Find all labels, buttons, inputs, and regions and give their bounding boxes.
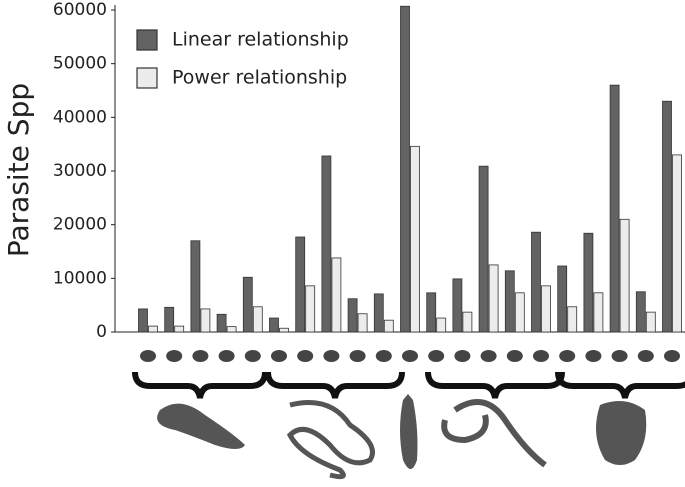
host-icon	[271, 350, 287, 362]
brace	[265, 371, 405, 399]
host-icon	[192, 350, 209, 362]
host-icon	[375, 350, 392, 362]
parasite-icon	[596, 401, 647, 465]
bar	[321, 155, 332, 333]
host-icon	[480, 350, 497, 362]
host-icon	[559, 350, 576, 362]
bar	[504, 270, 515, 333]
bar	[373, 293, 384, 333]
legend-swatch	[136, 67, 158, 89]
y-tick-label: 60000	[53, 0, 107, 20]
host-icon	[244, 350, 261, 362]
host-icon	[664, 350, 680, 362]
bar	[514, 292, 525, 333]
host-icon	[454, 350, 471, 362]
bar	[279, 327, 289, 333]
host-icon	[218, 350, 235, 362]
host-icon	[323, 350, 340, 362]
y-tick-label: 50000	[53, 54, 107, 74]
bar	[426, 292, 437, 333]
host-icon	[349, 350, 366, 362]
legend-label: Linear relationship	[172, 29, 349, 51]
bar	[531, 231, 541, 333]
brace	[555, 371, 685, 399]
y-tick-label: 20000	[53, 215, 107, 235]
bar	[305, 285, 316, 333]
bar	[357, 313, 368, 333]
bar	[200, 308, 211, 333]
bar	[478, 165, 489, 333]
legend-swatch	[136, 29, 158, 51]
bar	[252, 306, 263, 333]
bar	[410, 145, 420, 333]
bar	[593, 292, 604, 333]
bar	[645, 311, 656, 333]
bar	[400, 5, 410, 333]
host-icon	[402, 350, 418, 362]
bar	[557, 265, 568, 333]
host-icon	[140, 350, 156, 362]
bar	[541, 285, 551, 333]
host-icon	[533, 350, 549, 362]
bar	[662, 100, 672, 333]
host-icon	[585, 350, 602, 362]
bar	[269, 317, 279, 333]
bar	[216, 313, 227, 333]
bar	[242, 276, 253, 333]
parasite-icon	[286, 400, 375, 480]
bar	[295, 236, 306, 333]
y-tick-label: 10000	[53, 268, 107, 288]
illustrations	[132, 350, 685, 480]
y-tick-label: 30000	[53, 161, 107, 181]
bar	[148, 325, 158, 333]
bar	[609, 84, 620, 333]
bar	[226, 326, 237, 333]
bar	[619, 218, 630, 333]
bar	[347, 298, 358, 333]
bar	[567, 306, 578, 333]
bar	[164, 306, 175, 333]
legend-label: Power relationship	[172, 67, 347, 89]
host-icon	[297, 350, 314, 362]
bar	[452, 278, 463, 333]
host-icon	[611, 350, 628, 362]
y-axis-label: Parasite Spp	[2, 83, 35, 257]
bar	[174, 325, 185, 333]
host-icon	[166, 350, 183, 362]
bar	[331, 257, 342, 333]
bar	[462, 311, 473, 333]
y-tick-label: 0	[96, 322, 107, 342]
bar	[583, 232, 594, 333]
bar	[635, 291, 646, 333]
host-icon	[506, 350, 523, 362]
bar	[672, 154, 682, 333]
host-icon	[637, 350, 654, 362]
brace	[132, 371, 268, 399]
y-tick-label: 40000	[53, 107, 107, 127]
host-icon	[428, 350, 445, 362]
bar	[383, 319, 394, 333]
bar	[190, 240, 201, 333]
parasite-icon	[441, 399, 547, 468]
parasite-icon	[157, 403, 245, 449]
bar	[138, 308, 148, 333]
parasite-icon	[400, 394, 418, 469]
bar	[488, 264, 499, 333]
bar	[436, 317, 447, 333]
brace	[425, 371, 565, 399]
